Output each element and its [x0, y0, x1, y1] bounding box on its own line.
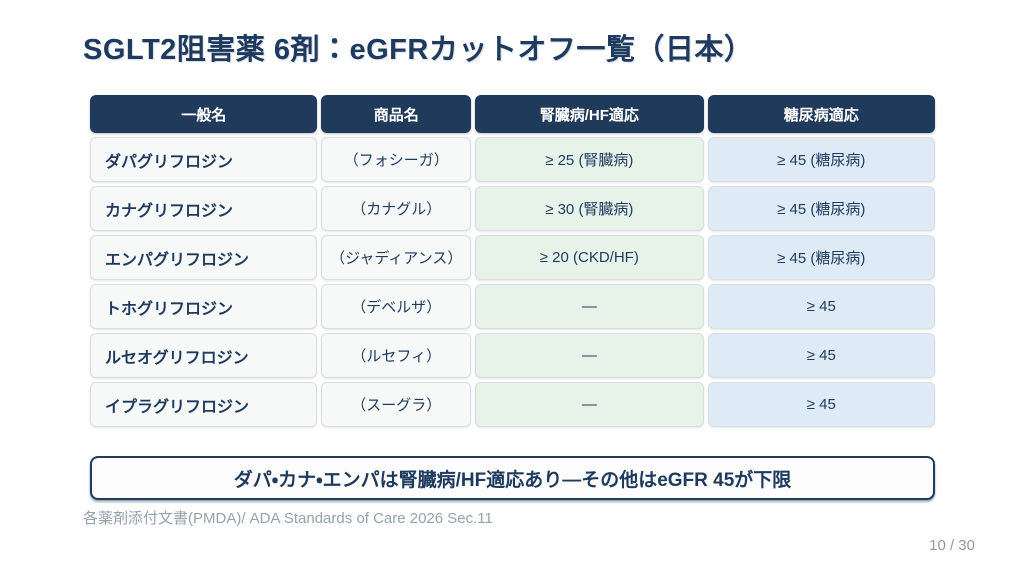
brand-name-cell: （デベルザ）: [321, 284, 472, 329]
col-header-generic-name: 一般名: [90, 95, 318, 133]
generic-name-cell: カナグリフロジン: [90, 186, 318, 231]
brand-name-cell: （ルセフィ）: [321, 333, 472, 378]
drug-table: 一般名 商品名 腎臓病/HF適応 糖尿病適応 ダパグリフロジン （フォシーガ） …: [90, 95, 935, 427]
brand-name-cell: （ジャディアンス）: [321, 235, 472, 280]
col-header-renal-hf: 腎臓病/HF適応: [475, 95, 704, 133]
brand-name-cell: （フォシーガ）: [321, 137, 472, 182]
source-citation: 各薬剤添付文書(PMDA)/ ADA Standards of Care 202…: [83, 510, 493, 527]
generic-name-cell: イプラグリフロジン: [90, 382, 318, 427]
col-header-diabetes: 糖尿病適応: [707, 95, 935, 133]
diabetes-cutoff-cell: ≥ 45: [707, 333, 935, 378]
renal-hf-cutoff-cell: ≥ 30 (腎臓病): [475, 186, 704, 231]
diabetes-cutoff-cell: ≥ 45 (糖尿病): [707, 235, 935, 280]
generic-name-cell: ルセオグリフロジン: [90, 333, 318, 378]
renal-hf-cutoff-cell: —: [475, 284, 704, 329]
generic-name-cell: トホグリフロジン: [90, 284, 318, 329]
col-header-brand-name: 商品名: [321, 95, 472, 133]
renal-hf-cutoff-cell: —: [475, 382, 704, 427]
renal-hf-cutoff-cell: ≥ 20 (CKD/HF): [475, 235, 704, 280]
diabetes-cutoff-cell: ≥ 45 (糖尿病): [707, 137, 935, 182]
page-number: 10 / 30: [929, 537, 975, 554]
renal-hf-cutoff-cell: ≥ 25 (腎臓病): [475, 137, 704, 182]
page-title: SGLT2阻害薬 6剤：eGFRカットオフ一覧（日本）: [83, 34, 754, 66]
diabetes-cutoff-cell: ≥ 45: [707, 284, 935, 329]
diabetes-cutoff-cell: ≥ 45: [707, 382, 935, 427]
brand-name-cell: （スーグラ）: [321, 382, 472, 427]
diabetes-cutoff-cell: ≥ 45 (糖尿病): [707, 186, 935, 231]
brand-name-cell: （カナグル）: [321, 186, 472, 231]
generic-name-cell: ダパグリフロジン: [90, 137, 318, 182]
key-message-callout: ダパ・カナ・エンパは腎臓病/HF適応あり—その他はeGFR 45が下限: [90, 456, 935, 500]
renal-hf-cutoff-cell: —: [475, 333, 704, 378]
generic-name-cell: エンパグリフロジン: [90, 235, 318, 280]
